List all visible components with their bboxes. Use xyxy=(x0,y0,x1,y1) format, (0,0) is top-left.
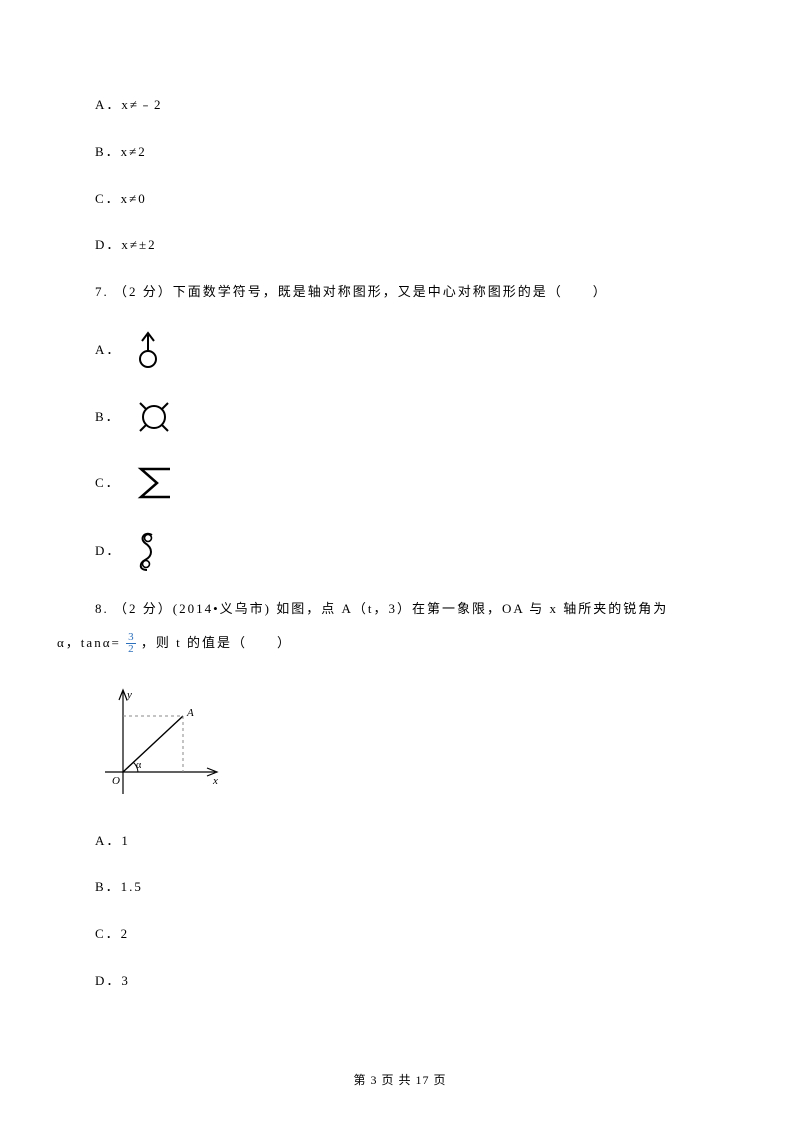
q7-symbol-d-icon xyxy=(135,529,159,573)
q7-option-b: B． xyxy=(95,397,705,437)
q6-option-c: C．x≠0 xyxy=(95,189,705,210)
q6-option-b: B．x≠2 xyxy=(95,142,705,163)
q8-diagram-origin: O xyxy=(112,775,120,787)
q6-option-a: A．x≠﹣2 xyxy=(95,95,705,116)
q7-symbol-a-icon xyxy=(135,329,161,371)
q7-stem: 7. （2 分）下面数学符号，既是轴对称图形，又是中心对称图形的是（ ） xyxy=(95,282,705,303)
q7-option-d: D． xyxy=(95,529,705,573)
q7-option-c-label: C． xyxy=(95,473,121,494)
q8-fraction-den: 2 xyxy=(126,644,136,656)
page-footer: 第 3 页 共 17 页 xyxy=(0,1071,800,1090)
q7-option-b-label: B． xyxy=(95,407,121,428)
q8-option-d: D．3 xyxy=(95,971,705,992)
q8-stem-prefix: α，tanα= xyxy=(57,635,126,650)
q8-diagram: y x O A α xyxy=(95,682,705,809)
q7-option-a: A． xyxy=(95,329,705,371)
q7-option-d-label: D． xyxy=(95,541,121,562)
q8-option-c: C．2 xyxy=(95,924,705,945)
q8-option-b: B．1.5 xyxy=(95,877,705,898)
q8-diagram-angle: α xyxy=(136,760,142,771)
q7-symbol-b-icon xyxy=(135,398,173,436)
q7-option-c: C． xyxy=(95,463,705,503)
q6-option-d: D．x≠±2 xyxy=(95,235,705,256)
q7-option-a-label: A． xyxy=(95,340,121,361)
q7-symbol-c-icon xyxy=(135,463,175,503)
q8-diagram-y-label: y xyxy=(126,689,132,701)
q8-stem-line2: α，tanα= 3 2 ，则 t 的值是（ ） xyxy=(57,632,705,656)
q8-diagram-point-a: A xyxy=(186,707,194,719)
q8-diagram-x-label: x xyxy=(212,775,218,787)
q8-stem-line1: 8. （2 分）(2014•义乌市) 如图，点 A（t，3）在第一象限，OA 与… xyxy=(95,599,705,620)
q8-option-a: A．1 xyxy=(95,831,705,852)
q8-stem-suffix: ，则 t 的值是（ ） xyxy=(141,635,292,650)
q8-fraction: 3 2 xyxy=(126,632,136,656)
